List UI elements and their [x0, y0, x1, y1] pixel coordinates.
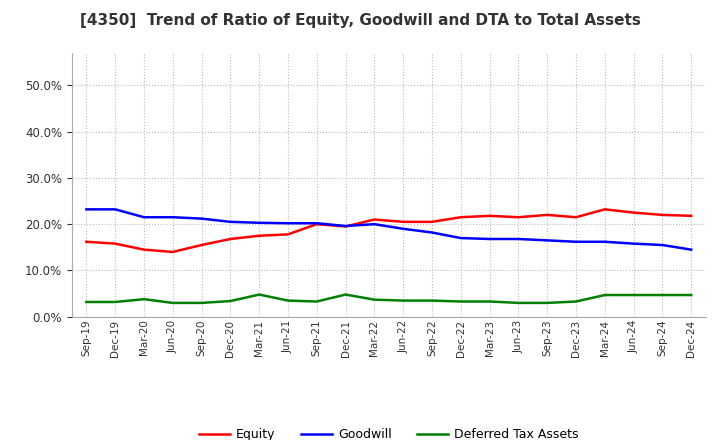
- Equity: [687, 213, 696, 219]
- Deferred Tax Assets: [428, 298, 436, 303]
- Deferred Tax Assets: [140, 297, 148, 302]
- Goodwill: [284, 220, 292, 226]
- Deferred Tax Assets: [226, 298, 235, 304]
- Equity: [514, 215, 523, 220]
- Deferred Tax Assets: [485, 299, 494, 304]
- Equity: [370, 217, 379, 222]
- Equity: [456, 215, 465, 220]
- Goodwill: [485, 236, 494, 242]
- Deferred Tax Assets: [255, 292, 264, 297]
- Line: Equity: Equity: [86, 209, 691, 252]
- Deferred Tax Assets: [543, 300, 552, 305]
- Goodwill: [168, 215, 177, 220]
- Text: [4350]  Trend of Ratio of Equity, Goodwill and DTA to Total Assets: [4350] Trend of Ratio of Equity, Goodwil…: [80, 13, 640, 28]
- Deferred Tax Assets: [514, 300, 523, 305]
- Goodwill: [572, 239, 580, 244]
- Equity: [82, 239, 91, 244]
- Equity: [284, 232, 292, 237]
- Goodwill: [456, 235, 465, 241]
- Equity: [341, 224, 350, 229]
- Deferred Tax Assets: [370, 297, 379, 302]
- Equity: [399, 219, 408, 224]
- Goodwill: [140, 215, 148, 220]
- Equity: [111, 241, 120, 246]
- Deferred Tax Assets: [658, 293, 667, 298]
- Equity: [658, 212, 667, 217]
- Legend: Equity, Goodwill, Deferred Tax Assets: Equity, Goodwill, Deferred Tax Assets: [194, 423, 584, 440]
- Deferred Tax Assets: [399, 298, 408, 303]
- Goodwill: [514, 236, 523, 242]
- Goodwill: [399, 226, 408, 231]
- Goodwill: [370, 221, 379, 227]
- Goodwill: [312, 220, 321, 226]
- Equity: [168, 249, 177, 255]
- Deferred Tax Assets: [600, 293, 609, 298]
- Deferred Tax Assets: [197, 300, 206, 305]
- Deferred Tax Assets: [111, 299, 120, 304]
- Deferred Tax Assets: [456, 299, 465, 304]
- Deferred Tax Assets: [312, 299, 321, 304]
- Goodwill: [543, 238, 552, 243]
- Equity: [226, 236, 235, 242]
- Line: Deferred Tax Assets: Deferred Tax Assets: [86, 294, 691, 303]
- Deferred Tax Assets: [687, 293, 696, 298]
- Goodwill: [687, 247, 696, 252]
- Deferred Tax Assets: [572, 299, 580, 304]
- Equity: [255, 233, 264, 238]
- Goodwill: [226, 219, 235, 224]
- Equity: [543, 212, 552, 217]
- Deferred Tax Assets: [341, 292, 350, 297]
- Goodwill: [82, 207, 91, 212]
- Goodwill: [428, 230, 436, 235]
- Goodwill: [255, 220, 264, 225]
- Deferred Tax Assets: [284, 298, 292, 303]
- Deferred Tax Assets: [629, 293, 638, 298]
- Goodwill: [658, 242, 667, 248]
- Goodwill: [111, 207, 120, 212]
- Equity: [197, 242, 206, 248]
- Equity: [428, 219, 436, 224]
- Equity: [312, 221, 321, 227]
- Deferred Tax Assets: [168, 300, 177, 305]
- Line: Goodwill: Goodwill: [86, 209, 691, 249]
- Goodwill: [341, 224, 350, 229]
- Equity: [629, 210, 638, 215]
- Equity: [572, 215, 580, 220]
- Equity: [485, 213, 494, 219]
- Equity: [600, 207, 609, 212]
- Deferred Tax Assets: [82, 299, 91, 304]
- Goodwill: [197, 216, 206, 221]
- Goodwill: [629, 241, 638, 246]
- Goodwill: [600, 239, 609, 244]
- Equity: [140, 247, 148, 252]
